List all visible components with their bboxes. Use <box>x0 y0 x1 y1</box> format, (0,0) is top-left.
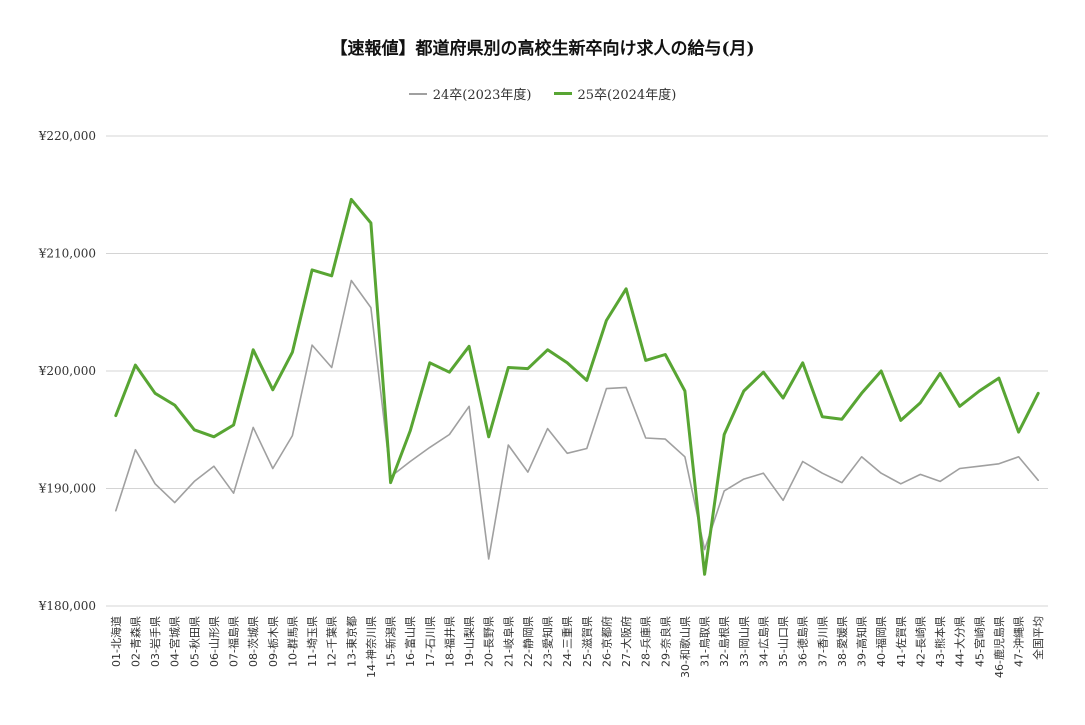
x-tick-label: 21-岐阜県 <box>502 616 515 667</box>
x-tick-label: 31-鳥取県 <box>698 616 712 667</box>
x-tick-label: 23-愛知県 <box>541 616 555 667</box>
x-tick-label: 19-山梨県 <box>462 616 476 667</box>
x-tick-label: 25-滋賀県 <box>581 616 594 667</box>
x-tick-label: 10-群馬県 <box>285 616 299 667</box>
x-tick-label: 24-三重県 <box>560 616 574 667</box>
y-tick-label: ¥200,000 <box>38 364 96 378</box>
x-tick-label: 34-広島県 <box>756 616 770 667</box>
x-tick-label: 20-長野県 <box>483 616 496 667</box>
x-tick-label: 38-愛媛県 <box>835 616 849 667</box>
x-tick-label: 07-福島県 <box>227 616 241 667</box>
legend-item-24: 24卒(2023年度) <box>408 84 532 103</box>
x-tick-label: 46-鹿児島県 <box>992 616 1006 678</box>
x-tick-label: 43-熊本県 <box>933 616 947 667</box>
x-tick-label: 09-栃木県 <box>266 616 280 667</box>
legend: 24卒(2023年度) 25卒(2024年度) <box>0 84 1085 103</box>
x-tick-label: 30-和歌山県 <box>678 616 692 678</box>
x-tick-label: 全国平均 <box>1031 616 1045 660</box>
legend-label-24: 24卒(2023年度) <box>432 88 532 103</box>
x-tick-label: 26-京都府 <box>599 616 613 667</box>
y-tick-label: ¥190,000 <box>38 482 96 496</box>
x-tick-label: 35-山口県 <box>777 616 790 667</box>
x-tick-label: 15-新潟県 <box>384 616 398 667</box>
x-tick-label: 45-宮崎県 <box>972 616 986 667</box>
x-tick-label: 22-静岡県 <box>521 616 535 667</box>
x-tick-label: 41-佐賀県 <box>894 616 908 667</box>
x-tick-label: 08-茨城県 <box>246 616 260 667</box>
legend-swatch-25 <box>553 92 572 95</box>
x-tick-label: 40-福岡県 <box>874 616 888 667</box>
series-line-25 <box>114 197 1040 576</box>
x-tick-label: 14-神奈川県 <box>364 616 378 678</box>
x-tick-label: 06-山形県 <box>208 616 221 667</box>
x-tick-label: 42-長崎県 <box>913 616 927 667</box>
x-tick-label: 47-沖縄県 <box>1012 616 1026 667</box>
x-tick-label: 16-富山県 <box>403 616 417 667</box>
y-tick-label: ¥180,000 <box>38 599 96 613</box>
x-tick-label: 01-北海道 <box>109 616 123 667</box>
x-tick-label: 11-埼玉県 <box>305 616 319 667</box>
legend-item-25: 25卒(2024年度) <box>553 84 677 103</box>
x-tick-label: 27-大阪府 <box>619 616 633 667</box>
x-tick-label: 03-岩手県 <box>148 616 162 667</box>
x-tick-label: 12-千葉県 <box>325 616 339 667</box>
legend-label-25: 25卒(2024年度) <box>577 88 677 103</box>
x-tick-label: 29-奈良県 <box>658 616 672 667</box>
x-tick-label: 33-岡山県 <box>738 616 751 667</box>
y-tick-label: ¥220,000 <box>38 129 96 143</box>
chart-title: 【速報値】都道府県別の高校生新卒向け求人の給与(月) <box>330 39 755 59</box>
x-tick-label: 36-徳島県 <box>796 616 810 667</box>
x-tick-label: 13-東京都 <box>344 616 358 667</box>
x-tick-label: 32-島根県 <box>717 616 731 667</box>
x-tick-label: 37-香川県 <box>816 616 829 667</box>
x-tick-label: 39-高知県 <box>855 616 869 667</box>
x-tick-label: 17-石川県 <box>424 616 437 667</box>
series-line-24 <box>115 279 1039 560</box>
x-tick-label: 18-福井県 <box>442 616 456 667</box>
x-tick-label: 04-宮城県 <box>168 616 182 667</box>
legend-swatch-24 <box>408 92 427 95</box>
x-tick-label: 02-青森県 <box>128 616 142 667</box>
x-tick-label: 44-大分県 <box>953 616 967 667</box>
x-tick-label: 05-秋田県 <box>187 616 201 667</box>
x-tick-label: 28-兵庫県 <box>639 616 653 667</box>
y-tick-label: ¥210,000 <box>38 247 96 261</box>
